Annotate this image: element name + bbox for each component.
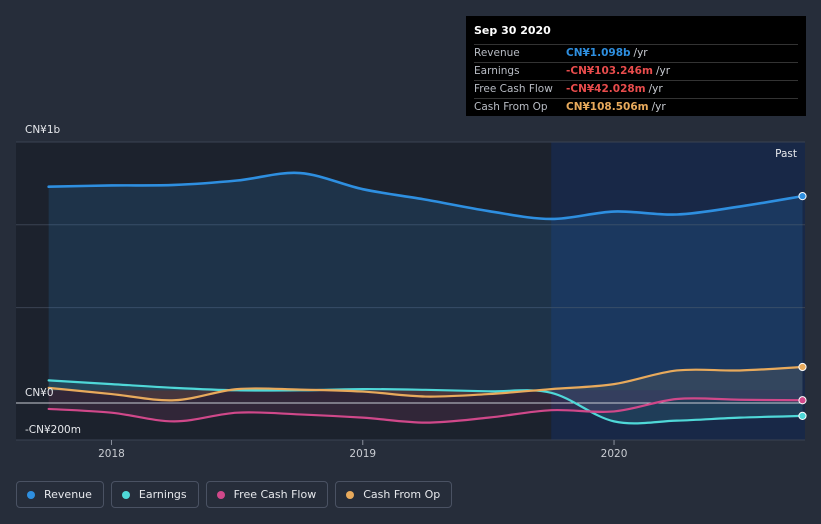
tooltip-label: Revenue: [474, 47, 520, 59]
tooltip-value: CN¥1.098b: [566, 47, 631, 59]
past-region: [551, 142, 805, 440]
tooltip-label: Cash From Op: [474, 101, 548, 113]
endpoint-revenue[interactable]: [798, 192, 807, 201]
tooltip-value: -CN¥42.028m: [566, 83, 646, 95]
tooltip-value: -CN¥103.246m: [566, 65, 653, 77]
endpoint-earnings[interactable]: [798, 411, 807, 421]
line-revenue: [47, 171, 804, 221]
legend: Revenue Earnings Free Cash Flow Cash Fro…: [16, 481, 453, 508]
line-earnings: [47, 379, 804, 425]
tooltip-label: Earnings: [474, 65, 520, 77]
tooltip-label: Free Cash Flow: [474, 83, 553, 95]
legend-item-earnings[interactable]: Earnings: [110, 481, 199, 508]
tooltip-unit: /yr: [648, 83, 663, 95]
area-cfo: [48, 366, 803, 401]
x-tick-label: 2020: [601, 448, 628, 460]
tooltip-unit: /yr: [651, 101, 666, 113]
x-axis-ticks: 2018 2019 2020: [98, 440, 627, 460]
tooltip-value: CN¥108.506m: [566, 101, 649, 113]
line-cfo: [47, 365, 804, 402]
endpoint-fcf[interactable]: [798, 396, 807, 405]
area-revenue: [48, 172, 803, 391]
legend-dot-icon: [346, 490, 355, 499]
y-label-top: CN¥1b: [25, 124, 61, 136]
legend-dot-icon: [216, 490, 225, 499]
x-tick-label: 2019: [349, 448, 376, 460]
legend-item-cash-from-op[interactable]: Cash From Op: [335, 481, 453, 508]
series-lines: [47, 171, 804, 425]
tooltip-row-revenue: Revenue CN¥1.098b /yr: [474, 45, 798, 63]
endpoint-cfo[interactable]: [798, 362, 807, 372]
legend-dot-icon: [27, 490, 35, 499]
series-areas: [48, 172, 803, 424]
line-fcf: [47, 397, 804, 424]
tooltip-row-cfo: Cash From Op CN¥108.506m /yr: [474, 99, 798, 116]
y-label-zero: CN¥0: [25, 387, 54, 399]
x-tick-label: 2018: [98, 448, 125, 460]
tooltip-row-fcf: Free Cash Flow -CN¥42.028m /yr: [474, 81, 798, 99]
legend-dot-icon: [121, 490, 130, 499]
past-label: Past: [775, 148, 797, 160]
legend-item-revenue[interactable]: Revenue: [16, 481, 104, 508]
legend-label: Earnings: [138, 488, 187, 501]
gridlines: [16, 141, 805, 441]
series-endpoints: [798, 192, 807, 421]
legend-label: Free Cash Flow: [233, 488, 317, 501]
area-fcf: [48, 390, 803, 423]
tooltip-date: Sep 30 2020: [474, 24, 798, 45]
tooltip-row-earnings: Earnings -CN¥103.246m /yr: [474, 63, 798, 81]
tooltip-unit: /yr: [655, 65, 671, 77]
tooltip-unit: /yr: [633, 47, 648, 59]
y-label-bottom: -CN¥200m: [25, 424, 81, 436]
area-earnings: [48, 380, 803, 424]
legend-item-free-cash-flow[interactable]: Free Cash Flow: [205, 481, 329, 508]
tooltip: Sep 30 2020 Revenue CN¥1.098b /yr Earnin…: [466, 16, 806, 116]
legend-label: Cash From Op: [363, 488, 441, 501]
legend-label: Revenue: [44, 488, 92, 501]
